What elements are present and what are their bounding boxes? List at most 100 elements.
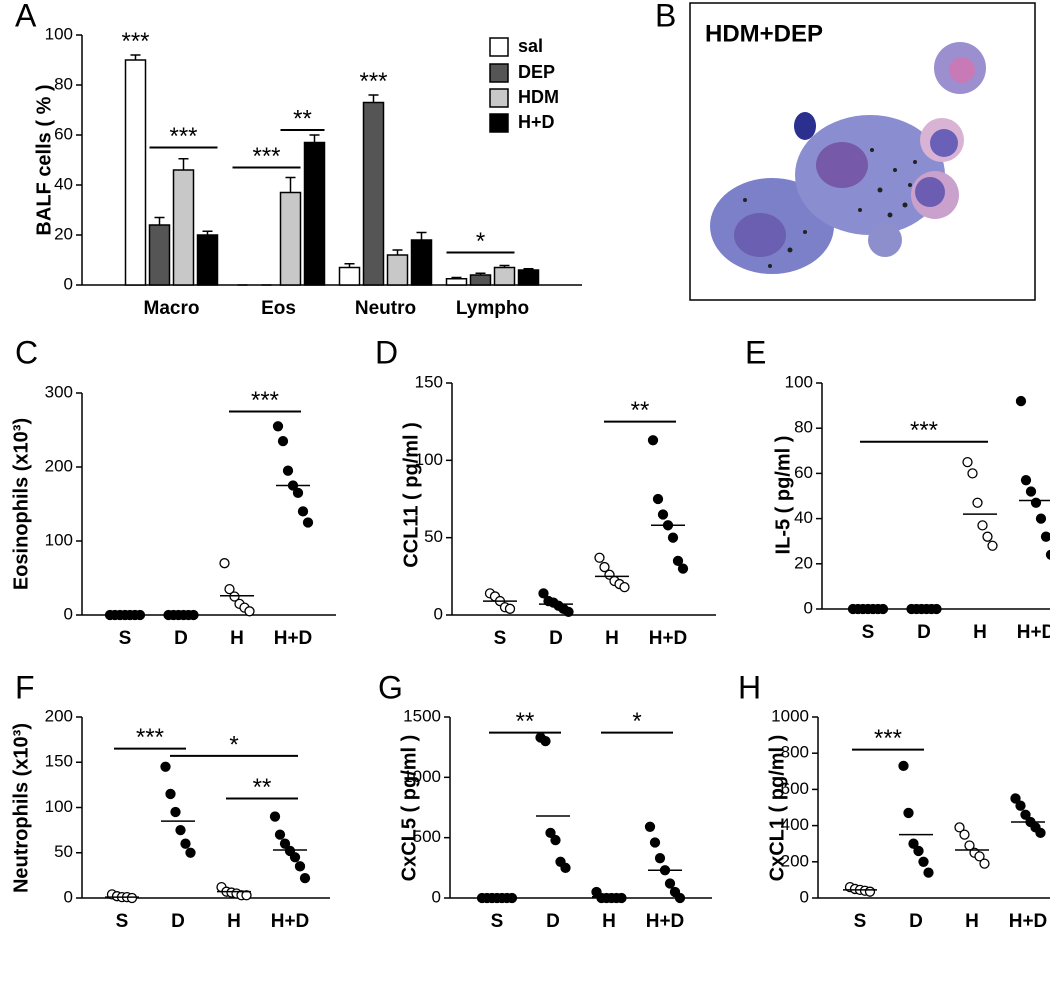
data-point	[987, 540, 998, 551]
significance-label: ***	[874, 725, 902, 752]
data-point	[864, 886, 876, 897]
significance-label: ***	[252, 143, 280, 170]
image-title: HDM+DEP	[705, 20, 823, 47]
data-point	[175, 824, 186, 836]
error-bar	[368, 94, 379, 103]
particles	[743, 148, 917, 268]
data-point	[504, 603, 516, 614]
y-tick-label: 60	[54, 124, 73, 143]
bar	[445, 278, 468, 286]
y-tick-label: 1500	[403, 706, 441, 725]
data-point	[664, 878, 676, 889]
panel-letter: G	[378, 669, 403, 705]
y-tick-label: 100	[45, 797, 73, 816]
panel-letter: D	[375, 334, 398, 370]
y-tick-label: 80	[794, 418, 813, 437]
panel-letter: B	[655, 0, 676, 33]
data-point	[913, 845, 924, 857]
x-tick-label: H	[602, 911, 616, 932]
y-tick-label: 200	[45, 456, 73, 475]
y-tick-label: 150	[415, 372, 443, 391]
y-tick-label: 0	[804, 598, 813, 617]
y-tick-label: 0	[64, 604, 73, 623]
y-tick-label: 40	[794, 508, 813, 527]
data-point	[982, 531, 993, 542]
nucleus	[930, 129, 958, 157]
x-tick-label: H	[973, 622, 987, 643]
panel-letter: A	[15, 0, 37, 33]
y-tick-label: 200	[781, 851, 809, 870]
data-point	[1015, 800, 1026, 811]
legend-swatch	[489, 88, 509, 108]
significance-label: ***	[169, 123, 197, 150]
data-point	[677, 563, 689, 574]
significance-label: ***	[359, 68, 387, 95]
y-axis-label: CxCL1 ( pg/ml )	[766, 735, 788, 882]
data-point	[672, 555, 684, 567]
y-tick-label: 0	[432, 887, 441, 906]
y-tick-label: 50	[54, 842, 73, 861]
data-point	[974, 851, 985, 862]
significance-label: ***	[136, 724, 164, 751]
data-point	[277, 435, 289, 447]
bar	[172, 169, 195, 286]
data-point	[1035, 827, 1046, 838]
significance-label: *	[229, 731, 238, 758]
y-tick-label: 100	[785, 372, 813, 391]
error-bar	[130, 54, 141, 60]
data-point	[538, 588, 549, 599]
significance-label: ***	[121, 28, 149, 55]
x-tick-label: D	[546, 911, 560, 932]
x-tick-label: S	[494, 628, 507, 649]
data-point	[165, 788, 176, 800]
x-tick-label: S	[491, 911, 504, 932]
error-bar	[475, 272, 486, 275]
x-tick-label: S	[119, 628, 132, 649]
error-bar	[285, 176, 296, 193]
data-point	[302, 517, 314, 528]
data-point	[1020, 475, 1032, 486]
significance-label: ***	[910, 417, 938, 444]
y-tick-label: 60	[794, 463, 813, 482]
data-point	[126, 892, 138, 904]
y-axis-label: Eosinophils (x10³)	[10, 418, 32, 590]
micrograph	[689, 2, 1036, 301]
data-point	[954, 822, 965, 833]
y-tick-label: 400	[781, 815, 809, 834]
x-tick-label: Macro	[144, 298, 200, 319]
error-bar	[309, 134, 320, 143]
bar	[469, 274, 492, 286]
x-tick-label: D	[549, 628, 563, 649]
cell	[868, 223, 902, 257]
x-tick-label: S	[854, 911, 867, 932]
x-tick-label: H+D	[649, 628, 688, 649]
data-point	[279, 838, 291, 849]
legend-label: H+D	[518, 112, 555, 132]
nucleus	[915, 177, 945, 207]
data-point	[185, 847, 196, 858]
significance-label: **	[253, 774, 272, 801]
x-tick-label: D	[909, 911, 923, 932]
y-tick-label: 500	[413, 827, 441, 846]
x-tick-label: D	[174, 628, 188, 649]
error-bar	[344, 263, 355, 268]
significance-label: ***	[251, 387, 279, 414]
bar	[303, 141, 326, 286]
data-point	[654, 853, 666, 864]
x-tick-label: H+D	[646, 911, 685, 932]
x-tick-label: H	[227, 911, 241, 932]
data-point	[674, 892, 686, 904]
data-point	[1040, 531, 1050, 542]
legend-label: HDM	[518, 87, 559, 107]
panel-letter: H	[738, 669, 761, 705]
data-point	[289, 852, 301, 863]
y-tick-label: 1000	[403, 767, 441, 786]
data-point	[908, 838, 919, 849]
data-point	[979, 858, 990, 869]
data-point	[667, 532, 679, 543]
legend-swatch	[489, 37, 509, 57]
bar	[279, 191, 302, 286]
data-point	[269, 811, 281, 822]
data-point	[219, 558, 230, 569]
